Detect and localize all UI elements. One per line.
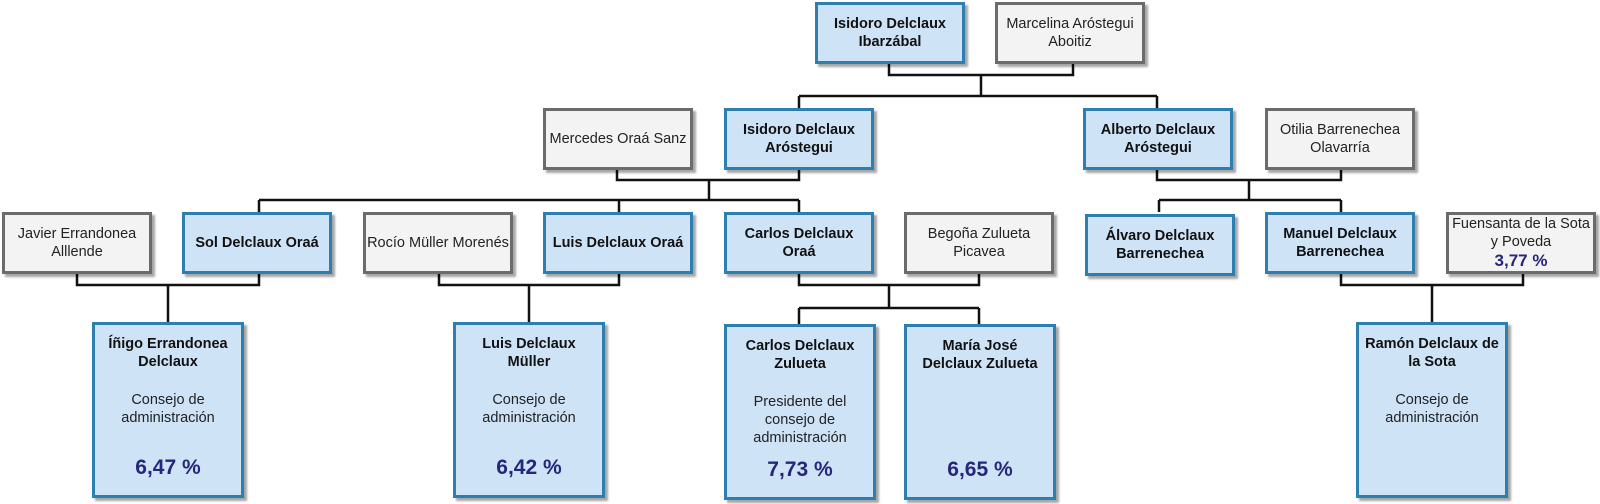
person-alvaro-delclaux-barrenechea: Álvaro Delclaux Barrenechea — [1085, 214, 1235, 276]
ownership-percentage: 6,47 % — [135, 456, 201, 479]
connector-javier-sol — [75, 272, 261, 322]
ownership-percentage: 3,77 % — [1494, 251, 1548, 270]
person-sol-delclaux-oraa: Sol Delclaux Oraá — [182, 212, 332, 274]
person-javier-errandonea-alllende: Javier Errandonea Alllende — [2, 212, 152, 274]
connector-carlos-begona — [797, 272, 981, 324]
person-luis-delclaux-muller: Luis Delclaux Müller Consejo de administ… — [453, 322, 605, 498]
connector-gen1 — [797, 62, 1159, 108]
ownership-percentage: 7,73 % — [767, 458, 833, 481]
board-role: Consejo de administración — [1385, 392, 1479, 426]
person-ramon-delclaux-de-la-sota: Ramón Delclaux de la Sota Consejo de adm… — [1356, 322, 1508, 498]
person-rocio-muller-morenes: Rocío Müller Morenés — [363, 212, 513, 274]
connector-alberto-otilia — [1155, 168, 1343, 212]
connector-rocio-luis — [437, 272, 621, 322]
board-role: Presidente del consejo de administración — [753, 394, 847, 446]
person-maria-jose-delclaux-zulueta: María José Delclaux Zulueta 6,65 % — [904, 324, 1056, 500]
person-name: María José Delclaux Zulueta — [922, 338, 1038, 372]
person-marcelina-arostegui-aboitiz: Marcelina Aróstegui Aboitiz — [995, 2, 1145, 64]
board-role: Consejo de administración — [482, 392, 576, 426]
person-isidoro-delclaux-arostegui: Isidoro Delclaux Aróstegui — [724, 108, 874, 170]
connector-manuel-fuensanta — [1339, 272, 1525, 322]
person-inigo-errandonea-delclaux: Íñigo Errandonea Delclaux Consejo de adm… — [92, 322, 244, 498]
person-name: Ramón Delclaux de la Sota — [1365, 336, 1499, 370]
person-name: Carlos Delclaux Zulueta — [745, 338, 855, 372]
person-alberto-delclaux-arostegui: Alberto Delclaux Aróstegui — [1083, 108, 1233, 170]
person-fuensanta-de-la-sota-y-poveda: Fuensanta de la Sota y Poveda 3,77 % — [1446, 212, 1596, 274]
person-manuel-delclaux-barrenechea: Manuel Delclaux Barrenechea — [1265, 212, 1415, 274]
person-begona-zulueta-picavea: Begoña Zulueta Picavea — [904, 212, 1054, 274]
person-name: Luis Delclaux Müller — [482, 336, 576, 370]
person-carlos-delclaux-oraa: Carlos Delclaux Oraá — [724, 212, 874, 274]
board-role: Consejo de administración — [121, 392, 215, 426]
person-name: Fuensanta de la Sota y Poveda — [1452, 216, 1590, 250]
person-mercedes-oraa-sanz: Mercedes Oraá Sanz — [543, 108, 693, 170]
person-carlos-delclaux-zulueta: Carlos Delclaux Zulueta Presidente del c… — [724, 324, 876, 500]
person-name: Íñigo Errandonea Delclaux — [108, 336, 228, 370]
person-luis-delclaux-oraa: Luis Delclaux Oraá — [543, 212, 693, 274]
connector-isidoro-mercedes — [257, 168, 801, 212]
ownership-percentage: 6,65 % — [947, 458, 1013, 481]
ownership-percentage: 6,42 % — [496, 456, 562, 479]
person-otilia-barrenechea-olavarria: Otilia Barrenechea Olavarría — [1265, 108, 1415, 170]
person-isidoro-delclaux-ibarzabal: Isidoro Delclaux Ibarzábal — [815, 2, 965, 64]
